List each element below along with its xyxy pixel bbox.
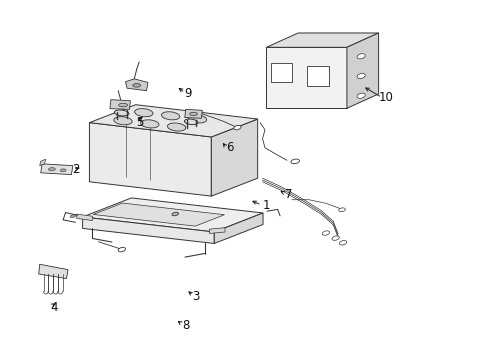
Text: 9: 9 — [184, 87, 192, 100]
Text: 4: 4 — [50, 301, 58, 314]
Polygon shape — [110, 100, 130, 109]
Ellipse shape — [172, 212, 178, 216]
Ellipse shape — [322, 231, 329, 235]
Ellipse shape — [60, 169, 66, 172]
Polygon shape — [266, 33, 378, 47]
FancyBboxPatch shape — [306, 66, 329, 86]
Text: 3: 3 — [192, 290, 199, 303]
Ellipse shape — [189, 112, 197, 116]
Ellipse shape — [133, 84, 141, 87]
Ellipse shape — [356, 54, 365, 59]
Ellipse shape — [141, 120, 159, 128]
Ellipse shape — [184, 119, 198, 125]
Polygon shape — [40, 159, 45, 166]
Polygon shape — [77, 214, 92, 221]
Ellipse shape — [356, 73, 365, 78]
Text: 10: 10 — [378, 91, 392, 104]
Ellipse shape — [331, 236, 339, 240]
Ellipse shape — [338, 208, 345, 212]
Ellipse shape — [118, 247, 125, 252]
Polygon shape — [82, 217, 214, 243]
Ellipse shape — [70, 215, 76, 217]
Polygon shape — [346, 33, 378, 108]
Ellipse shape — [167, 123, 185, 131]
Ellipse shape — [290, 159, 299, 164]
Text: 8: 8 — [182, 319, 189, 332]
Ellipse shape — [161, 112, 180, 120]
Ellipse shape — [233, 125, 241, 130]
FancyBboxPatch shape — [271, 63, 291, 82]
Text: 5: 5 — [136, 116, 143, 129]
Polygon shape — [41, 164, 73, 175]
Ellipse shape — [119, 103, 127, 107]
Polygon shape — [39, 264, 68, 279]
Polygon shape — [266, 47, 346, 108]
Text: 2: 2 — [72, 163, 80, 176]
Ellipse shape — [339, 240, 346, 245]
Text: 7: 7 — [284, 188, 291, 201]
Polygon shape — [209, 228, 224, 233]
Polygon shape — [89, 123, 211, 196]
Polygon shape — [125, 79, 148, 91]
Text: 6: 6 — [225, 141, 233, 154]
Text: 1: 1 — [262, 199, 270, 212]
Polygon shape — [184, 109, 202, 118]
Ellipse shape — [188, 115, 206, 123]
Polygon shape — [211, 119, 257, 196]
Ellipse shape — [48, 168, 55, 171]
Polygon shape — [93, 203, 224, 226]
Polygon shape — [82, 198, 263, 232]
Polygon shape — [89, 105, 257, 137]
Ellipse shape — [114, 110, 129, 116]
Ellipse shape — [356, 93, 365, 98]
Ellipse shape — [114, 117, 132, 125]
Polygon shape — [214, 213, 263, 243]
Ellipse shape — [134, 109, 153, 117]
